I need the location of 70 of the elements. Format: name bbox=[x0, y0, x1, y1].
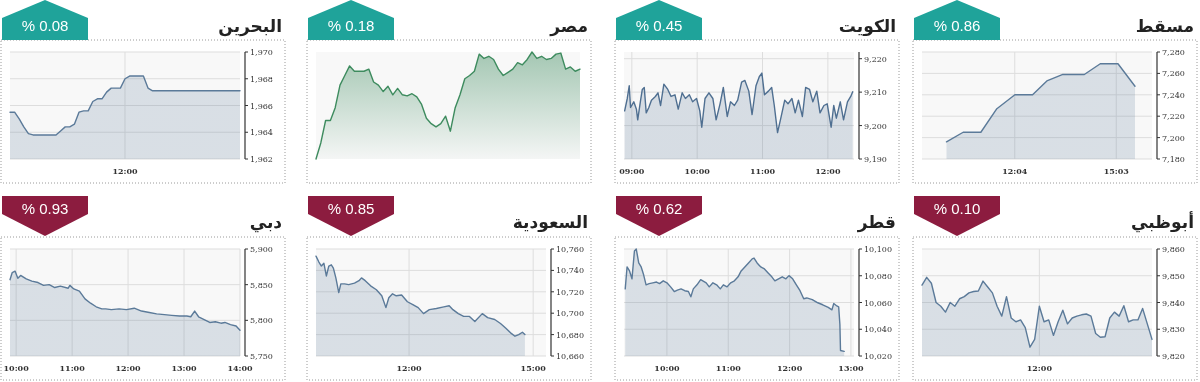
y-tick-label: 9,200 bbox=[864, 121, 887, 131]
x-tick-label: 10:00 bbox=[684, 166, 711, 176]
x-tick-label: 13:00 bbox=[171, 363, 198, 373]
y-tick-label: 1,970 bbox=[250, 48, 273, 57]
y-tick-label: 9,190 bbox=[864, 155, 887, 164]
chart-title: دبي bbox=[249, 212, 283, 233]
y-tick-label: 1,968 bbox=[250, 74, 273, 84]
x-tick-label: 12:00 bbox=[115, 363, 142, 373]
y-tick-label: 9,220 bbox=[864, 54, 887, 64]
y-tick-label: 7,200 bbox=[1162, 133, 1185, 143]
x-tick-label: 15:03 bbox=[1103, 166, 1130, 176]
y-tick-label: 9,830 bbox=[1162, 325, 1185, 335]
text: % 0.62 bbox=[635, 200, 683, 217]
x-tick-label: 10:00 bbox=[654, 363, 680, 373]
y-tick-label: 9,820 bbox=[1162, 352, 1185, 361]
y-tick-label: 10,660 bbox=[556, 352, 584, 361]
y-tick-label: 7,280 bbox=[1162, 48, 1185, 57]
y-tick-label: 1,964 bbox=[250, 128, 273, 138]
x-tick-label: 10:00 bbox=[3, 363, 30, 373]
y-tick-label: 7,240 bbox=[1162, 90, 1185, 100]
x-tick-label: 12:00 bbox=[396, 363, 423, 373]
x-tick-label: 11:00 bbox=[715, 363, 742, 373]
y-tick-label: 5,750 bbox=[250, 352, 273, 361]
y-tick-label: 7,180 bbox=[1162, 155, 1185, 164]
text: % 0.85 bbox=[327, 200, 375, 217]
chart-title: أبوظبي bbox=[1130, 211, 1194, 233]
chart-title: مصر bbox=[549, 16, 588, 37]
y-tick-label: 10,740 bbox=[556, 266, 584, 276]
text: % 0.45 bbox=[635, 17, 683, 34]
y-tick-label: 9,210 bbox=[864, 88, 887, 98]
x-tick-label: 11:00 bbox=[59, 363, 86, 373]
x-tick-label: 12:04 bbox=[1002, 166, 1028, 176]
y-tick-label: 10,680 bbox=[556, 330, 584, 340]
chart-title: السعودية bbox=[512, 212, 588, 233]
chart-title: قطر bbox=[856, 212, 896, 233]
y-tick-label: 7,220 bbox=[1162, 112, 1185, 122]
y-tick-label: 10,060 bbox=[864, 298, 892, 308]
x-tick-label: 12:00 bbox=[112, 166, 139, 176]
chart-title: البحرين bbox=[218, 16, 282, 37]
y-tick-label: 10,720 bbox=[556, 287, 584, 297]
y-tick-label: 10,080 bbox=[864, 271, 892, 281]
y-tick-label: 9,840 bbox=[1162, 298, 1185, 308]
chart-title: الكويت bbox=[838, 16, 896, 37]
x-tick-label: 12:00 bbox=[1026, 363, 1053, 373]
chart-title: مسقط bbox=[1135, 16, 1194, 36]
text: % 0.10 bbox=[933, 200, 981, 217]
y-tick-label: 10,760 bbox=[556, 245, 584, 254]
y-tick-label: 10,020 bbox=[864, 352, 892, 361]
x-tick-label: 09:00 bbox=[619, 166, 645, 176]
x-tick-label: 11:00 bbox=[749, 166, 776, 176]
x-tick-label: 15:00 bbox=[520, 363, 547, 373]
text: % 0.18 bbox=[327, 17, 375, 34]
y-tick-label: 10,040 bbox=[864, 325, 892, 335]
y-tick-label: 9,850 bbox=[1162, 271, 1185, 281]
y-tick-label: 1,962 bbox=[250, 155, 273, 164]
x-tick-label: 12:00 bbox=[776, 363, 803, 373]
y-tick-label: 5,900 bbox=[250, 245, 273, 254]
y-tick-label: 5,850 bbox=[250, 280, 273, 290]
y-tick-label: 10,100 bbox=[864, 245, 892, 254]
text: % 0.93 bbox=[21, 200, 69, 217]
text: % 0.86 bbox=[933, 17, 981, 34]
text: % 0.08 bbox=[21, 17, 69, 34]
y-tick-label: 7,260 bbox=[1162, 69, 1185, 79]
y-tick-label: 10,700 bbox=[556, 309, 584, 319]
y-tick-label: 5,800 bbox=[250, 316, 273, 326]
y-tick-label: 9,860 bbox=[1162, 245, 1185, 254]
x-tick-label: 13:00 bbox=[838, 363, 864, 373]
y-tick-label: 1,966 bbox=[250, 101, 273, 111]
x-tick-label: 14:00 bbox=[227, 363, 254, 373]
x-tick-label: 12:00 bbox=[815, 166, 841, 176]
